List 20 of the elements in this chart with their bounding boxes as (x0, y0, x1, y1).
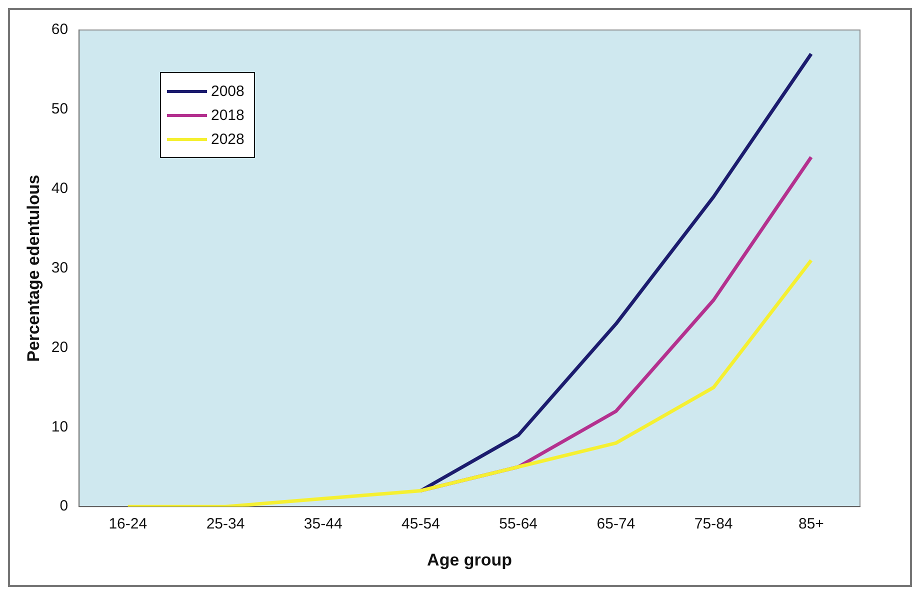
x-tick-label: 25-34 (206, 516, 245, 533)
x-tick-label: 55-64 (499, 516, 538, 533)
y-tick-label: 0 (60, 498, 68, 515)
legend-label: 2008 (211, 82, 244, 100)
y-axis-title: Percentage edentulous (24, 174, 43, 362)
legend-label: 2028 (211, 130, 244, 148)
x-tick-label: 16-24 (108, 516, 148, 533)
y-tick-label: 60 (51, 21, 68, 38)
y-tick-label: 50 (51, 100, 68, 118)
y-tick-label: 20 (51, 338, 68, 356)
x-tick-label: 65-74 (596, 516, 636, 533)
y-tick-label: 30 (51, 259, 68, 276)
y-tick-label: 10 (51, 418, 68, 436)
x-axis-title: Age group (427, 550, 512, 570)
y-tick-label: 40 (51, 180, 68, 198)
x-tick-label: 45-54 (402, 516, 440, 533)
x-tick-label: 85+ (798, 516, 824, 533)
legend-label: 2018 (211, 106, 244, 124)
x-tick-label: 35-44 (304, 516, 342, 533)
x-tick-label: 75-84 (694, 516, 733, 533)
